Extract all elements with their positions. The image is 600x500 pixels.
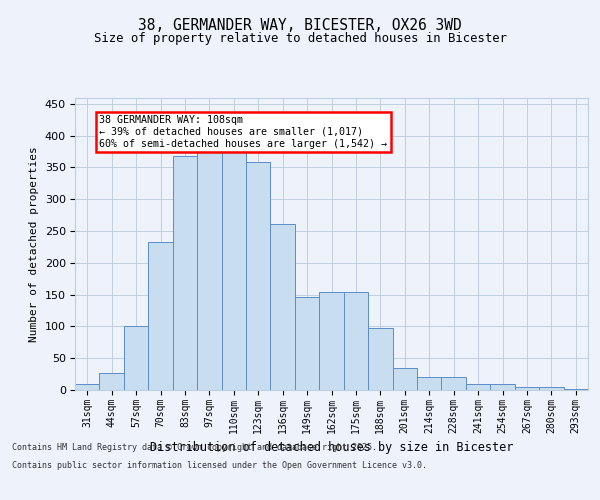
Text: 38 GERMANDER WAY: 108sqm
← 39% of detached houses are smaller (1,017)
60% of sem: 38 GERMANDER WAY: 108sqm ← 39% of detach… [100, 116, 388, 148]
Bar [173, 156, 197, 390]
Bar [221, 151, 246, 390]
Bar [148, 242, 173, 390]
Bar [271, 224, 295, 390]
Bar [344, 292, 368, 390]
Bar [319, 292, 344, 390]
Text: Contains HM Land Registry data © Crown copyright and database right 2025.: Contains HM Land Registry data © Crown c… [12, 443, 377, 452]
Bar [490, 384, 515, 390]
Bar [563, 388, 588, 390]
Bar [539, 388, 563, 390]
Y-axis label: Number of detached properties: Number of detached properties [29, 146, 39, 342]
Bar [75, 384, 100, 390]
Bar [417, 376, 442, 390]
Text: Contains public sector information licensed under the Open Government Licence v3: Contains public sector information licen… [12, 460, 427, 469]
Bar [392, 368, 417, 390]
Bar [100, 373, 124, 390]
Bar [197, 151, 221, 390]
X-axis label: Distribution of detached houses by size in Bicester: Distribution of detached houses by size … [150, 441, 513, 454]
Text: 38, GERMANDER WAY, BICESTER, OX26 3WD: 38, GERMANDER WAY, BICESTER, OX26 3WD [138, 18, 462, 32]
Bar [246, 162, 271, 390]
Text: Size of property relative to detached houses in Bicester: Size of property relative to detached ho… [94, 32, 506, 45]
Bar [368, 328, 392, 390]
Bar [124, 326, 148, 390]
Bar [442, 376, 466, 390]
Bar [295, 297, 319, 390]
Bar [515, 388, 539, 390]
Bar [466, 384, 490, 390]
